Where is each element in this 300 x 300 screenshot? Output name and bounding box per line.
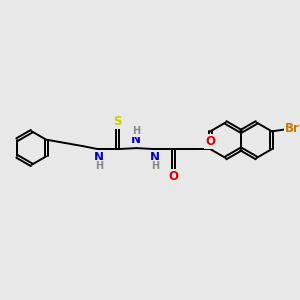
Text: H: H — [132, 126, 140, 136]
Text: Br: Br — [285, 122, 300, 135]
Text: S: S — [113, 115, 122, 128]
Text: N: N — [131, 133, 141, 146]
Text: O: O — [205, 135, 215, 148]
Text: H: H — [95, 161, 103, 171]
Text: O: O — [169, 170, 179, 183]
Text: N: N — [94, 152, 104, 164]
Text: H: H — [151, 161, 159, 171]
Text: N: N — [150, 152, 160, 164]
